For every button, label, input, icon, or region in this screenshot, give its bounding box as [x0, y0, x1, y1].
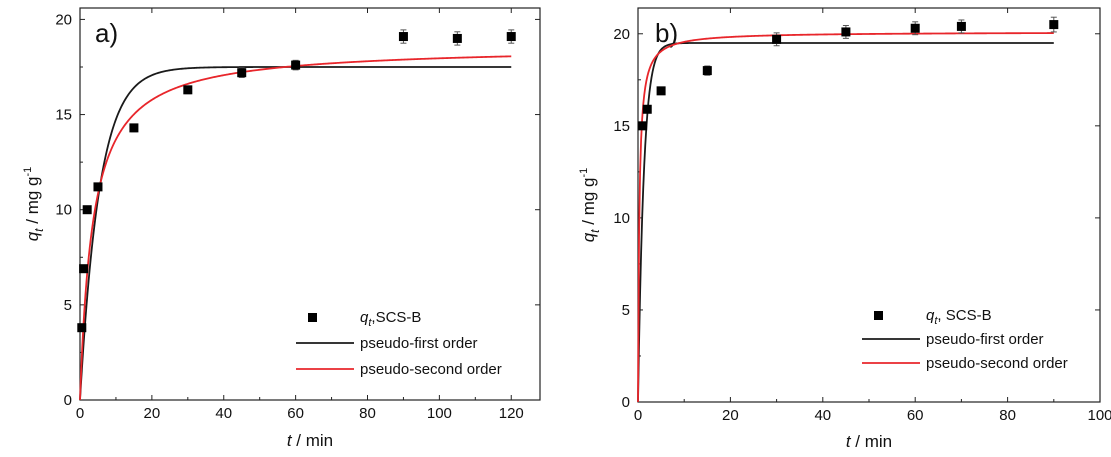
data-point	[129, 123, 139, 133]
data-point	[841, 27, 851, 37]
legend-label-pseudo-second-order: pseudo-second order	[926, 355, 1068, 372]
x-tick-label: 0	[634, 407, 642, 424]
data-point	[772, 34, 782, 44]
data-point	[638, 121, 648, 131]
x-tick-label: 40	[215, 405, 232, 422]
data-point	[910, 23, 920, 33]
y-tick-label: 5	[64, 297, 72, 314]
y-tick-label: 0	[64, 392, 72, 409]
panel-label: a)	[95, 18, 118, 48]
x-tick-label: 100	[427, 405, 452, 422]
pseudo-first-order-line	[637, 42, 1054, 403]
y-tick-label: 15	[613, 118, 630, 135]
x-tick-label: 20	[722, 407, 739, 424]
legend-label-pseudo-first-order: pseudo-first order	[926, 331, 1044, 348]
y-tick-label: 20	[55, 11, 72, 28]
x-tick-label: 40	[814, 407, 831, 424]
data-point	[956, 21, 966, 31]
data-point	[93, 182, 103, 192]
data-point	[506, 32, 516, 42]
data-point	[656, 86, 666, 96]
data-point	[237, 68, 247, 78]
data-point	[291, 60, 301, 70]
plot-frame	[79, 7, 541, 401]
data-point	[1049, 20, 1059, 30]
y-tick-label: 15	[55, 107, 72, 124]
x-tick-label: 100	[1087, 407, 1111, 424]
data-point	[702, 66, 712, 76]
data-point	[398, 32, 408, 42]
y-axis-label: qt / mg g-1	[22, 167, 46, 242]
legend-label-pseudo-second-order: pseudo-second order	[360, 361, 502, 378]
legend-label-data: qt,SCS-B	[360, 309, 421, 329]
x-tick-label: 80	[359, 405, 376, 422]
y-axis-label: qt / mg g-1	[578, 168, 602, 243]
y-tick-label: 10	[55, 202, 72, 219]
panel-label: b)	[655, 18, 678, 48]
y-tick-label: 20	[613, 26, 630, 43]
x-tick-label: 80	[999, 407, 1016, 424]
x-tick-label: 0	[76, 405, 84, 422]
panel-b: 0 20 40 60 80 100 0 5 10 15 20 t / min qt / mg g-1 b)…	[578, 7, 1111, 451]
x-tick-label: 60	[907, 407, 924, 424]
data-point	[452, 33, 462, 43]
legend-marker	[874, 311, 883, 320]
data-point	[642, 104, 652, 114]
x-tick-label: 120	[499, 405, 524, 422]
data-point	[183, 85, 193, 95]
x-axis-label: t / min	[846, 432, 892, 451]
x-axis-label: t / min	[287, 431, 333, 450]
y-tick-label: 10	[613, 210, 630, 227]
legend-marker	[308, 313, 317, 322]
y-tick-label: 5	[622, 302, 630, 319]
data-point	[77, 323, 87, 333]
x-tick-label: 20	[144, 405, 161, 422]
legend-label-data: qt, SCS-B	[926, 307, 992, 327]
y-tick-label: 0	[622, 394, 630, 411]
data-point	[79, 264, 89, 274]
panel-a: 0 20 40 60 80 100 120 0 5 10 15 20 t / min qt / mg g-…	[22, 7, 541, 450]
x-tick-label: 60	[287, 405, 304, 422]
data-point	[82, 205, 92, 215]
legend-label-pseudo-first-order: pseudo-first order	[360, 335, 478, 352]
